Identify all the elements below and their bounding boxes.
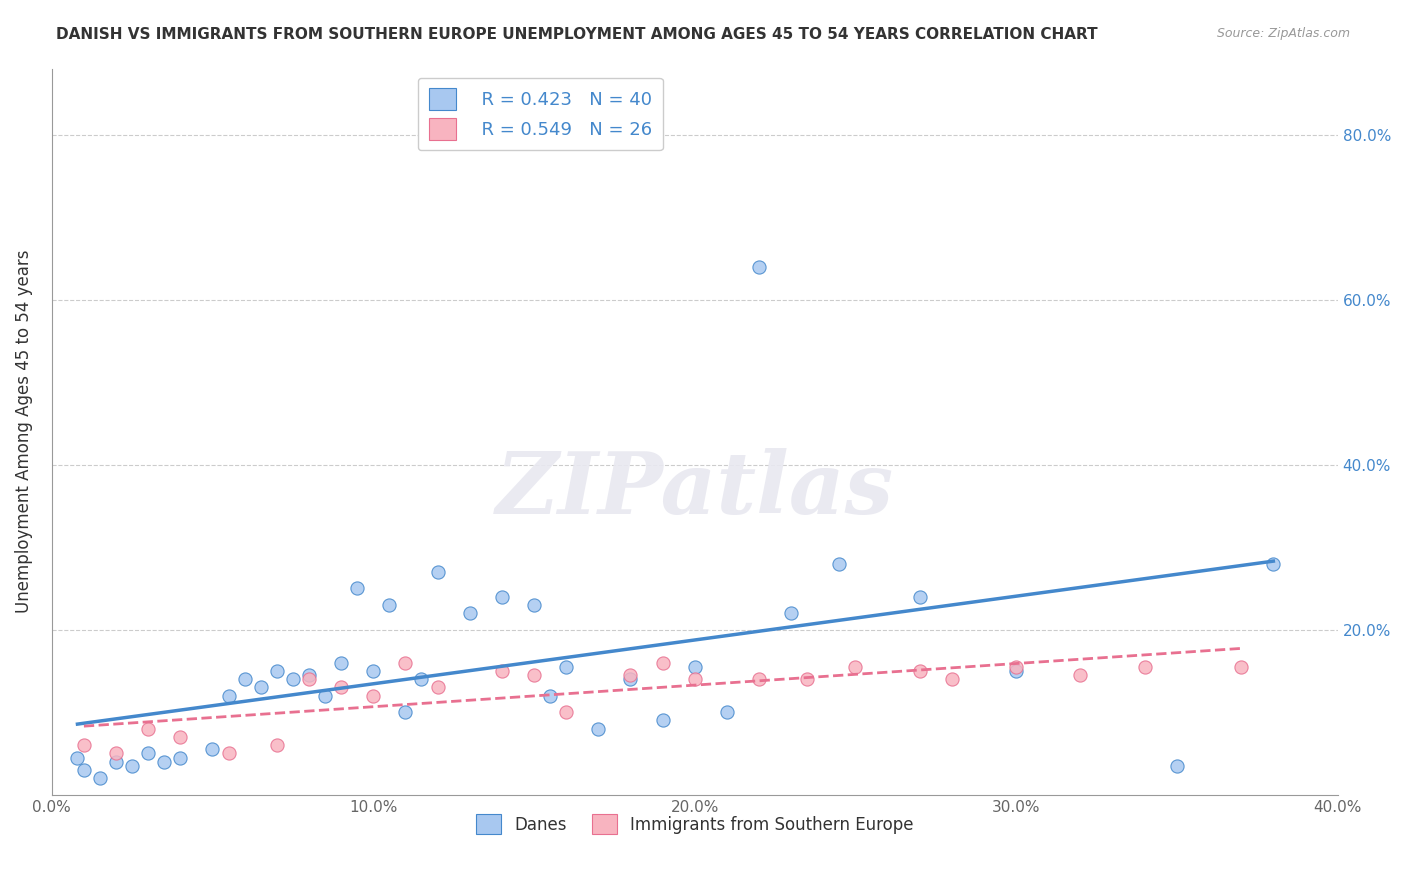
Point <box>281 672 304 686</box>
Point <box>411 672 433 686</box>
Legend: Danes, Immigrants from Southern Europe: Danes, Immigrants from Southern Europe <box>465 804 924 845</box>
Point <box>136 722 159 736</box>
Point <box>748 672 770 686</box>
Point <box>796 672 818 686</box>
Point <box>298 672 321 686</box>
Point <box>298 668 321 682</box>
Point <box>908 590 931 604</box>
Point <box>201 742 224 756</box>
Point <box>1133 660 1156 674</box>
Point <box>66 750 89 764</box>
Point <box>346 582 368 596</box>
Point <box>586 722 609 736</box>
Point <box>523 668 546 682</box>
Point <box>491 664 513 678</box>
Point <box>105 747 128 761</box>
Point <box>619 672 641 686</box>
Point <box>780 606 803 620</box>
Text: ZIPatlas: ZIPatlas <box>496 448 894 532</box>
Point <box>378 598 401 612</box>
Point <box>426 681 449 695</box>
Point <box>1263 557 1285 571</box>
Point <box>491 590 513 604</box>
Point <box>941 672 963 686</box>
Point <box>748 260 770 274</box>
Point <box>1230 660 1253 674</box>
Point <box>394 705 416 719</box>
Point <box>844 660 866 674</box>
Point <box>314 689 336 703</box>
Point <box>394 656 416 670</box>
Point <box>218 689 240 703</box>
Point <box>555 660 578 674</box>
Point <box>1166 759 1188 773</box>
Point <box>1005 664 1028 678</box>
Point <box>169 750 191 764</box>
Text: DANISH VS IMMIGRANTS FROM SOUTHERN EUROPE UNEMPLOYMENT AMONG AGES 45 TO 54 YEARS: DANISH VS IMMIGRANTS FROM SOUTHERN EUROP… <box>56 27 1098 42</box>
Point <box>619 668 641 682</box>
Point <box>330 681 353 695</box>
Point <box>218 747 240 761</box>
Point <box>538 689 561 703</box>
Point <box>233 672 256 686</box>
Point <box>523 598 546 612</box>
Point <box>683 660 706 674</box>
Point <box>361 664 384 678</box>
Text: Source: ZipAtlas.com: Source: ZipAtlas.com <box>1216 27 1350 40</box>
Point <box>361 689 384 703</box>
Point <box>266 738 288 752</box>
Point <box>249 681 271 695</box>
Y-axis label: Unemployment Among Ages 45 to 54 years: Unemployment Among Ages 45 to 54 years <box>15 250 32 614</box>
Point <box>1069 668 1091 682</box>
Point <box>169 730 191 744</box>
Point <box>828 557 851 571</box>
Point <box>683 672 706 686</box>
Point <box>458 606 481 620</box>
Point <box>105 755 128 769</box>
Point <box>121 759 143 773</box>
Point <box>651 656 673 670</box>
Point <box>651 714 673 728</box>
Point <box>73 763 96 777</box>
Point <box>153 755 176 769</box>
Point <box>89 771 111 785</box>
Point <box>426 565 449 579</box>
Point <box>73 738 96 752</box>
Point <box>555 705 578 719</box>
Point <box>136 747 159 761</box>
Point <box>330 656 353 670</box>
Point <box>716 705 738 719</box>
Point <box>1005 660 1028 674</box>
Point <box>908 664 931 678</box>
Point <box>266 664 288 678</box>
